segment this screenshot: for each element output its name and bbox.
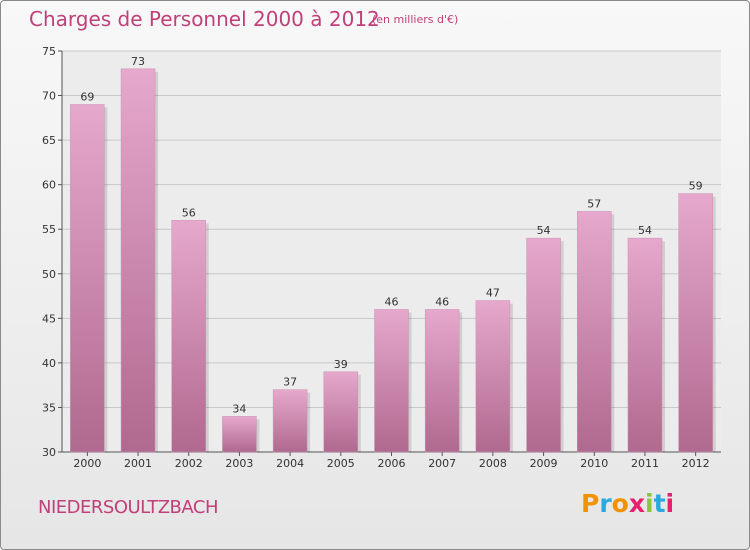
data-label: 37 — [283, 376, 297, 389]
bar — [424, 309, 460, 453]
data-label: 47 — [486, 287, 500, 300]
commune-name: NIEDERSOULTZBACH — [38, 497, 218, 518]
x-tick-label: 2006 — [378, 457, 406, 470]
data-label: 46 — [435, 295, 449, 308]
x-tick-label: 2012 — [682, 457, 710, 470]
data-label: 57 — [587, 197, 601, 210]
chart-subtitle: (en milliers d'€) — [372, 13, 459, 26]
x-tick-label: 2001 — [124, 457, 152, 470]
data-label: 56 — [182, 206, 196, 219]
data-label: 46 — [385, 295, 399, 308]
x-tick-label: 2007 — [428, 457, 456, 470]
x-tick-label: 2004 — [276, 457, 304, 470]
data-label: 59 — [689, 180, 703, 193]
y-tick-label: 30 — [42, 446, 56, 459]
bar — [222, 416, 257, 453]
bar — [171, 220, 206, 453]
bar — [272, 389, 308, 453]
data-label: 39 — [334, 358, 348, 371]
x-tick-label: 2008 — [479, 457, 507, 470]
bar — [323, 371, 359, 453]
bar — [577, 211, 612, 453]
logo-letter: i — [665, 489, 675, 518]
logo-letter: x — [628, 489, 645, 518]
x-tick-label: 2005 — [327, 457, 355, 470]
data-label: 69 — [80, 90, 94, 103]
logo-letter: t — [653, 489, 666, 518]
y-tick-label: 55 — [42, 223, 56, 236]
x-tick-label: 2002 — [175, 457, 203, 470]
data-label: 34 — [232, 402, 246, 415]
y-tick-label: 40 — [42, 357, 56, 370]
bar — [70, 104, 105, 453]
y-tick-label: 75 — [42, 45, 56, 58]
logo-letter: i — [645, 489, 654, 518]
bar — [526, 237, 561, 453]
bar — [120, 68, 156, 453]
bar — [627, 237, 663, 453]
y-tick-label: 70 — [42, 90, 56, 103]
x-tick-label: 2003 — [225, 457, 253, 470]
y-tick-label: 35 — [42, 401, 56, 414]
bar — [374, 309, 409, 453]
chart-title: Charges de Personnel 2000 à 2012 — [29, 7, 380, 31]
x-tick-label: 2009 — [530, 457, 558, 470]
proxiti-logo[interactable]: Proxiti — [581, 489, 674, 518]
logo-letter: o — [611, 489, 629, 518]
y-tick-label: 45 — [42, 312, 56, 325]
bar — [678, 193, 713, 453]
logo-letter: r — [599, 489, 612, 518]
logo-letter: P — [581, 489, 600, 518]
data-label: 73 — [131, 55, 145, 68]
y-tick-label: 60 — [42, 179, 56, 192]
y-tick-label: 65 — [42, 134, 56, 147]
data-label: 54 — [537, 224, 551, 237]
data-label: 54 — [638, 224, 652, 237]
x-tick-label: 2000 — [73, 457, 101, 470]
x-tick-label: 2010 — [580, 457, 608, 470]
y-tick-label: 50 — [42, 268, 56, 281]
bar — [475, 300, 511, 453]
x-tick-label: 2011 — [631, 457, 659, 470]
